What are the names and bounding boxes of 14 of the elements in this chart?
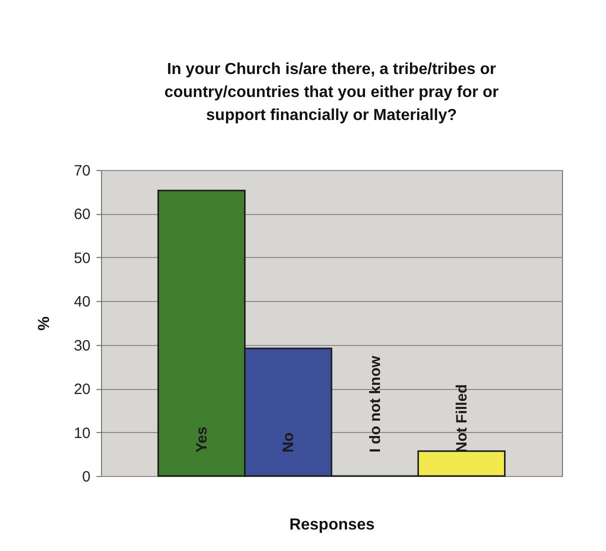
x-tick-label: No — [280, 432, 298, 452]
y-axis-title: % — [36, 316, 53, 331]
x-axis-title: Responses — [289, 516, 375, 534]
y-tick-label: 30 — [74, 337, 90, 354]
y-tick-label: 60 — [74, 206, 90, 224]
y-tick-label: 0 — [82, 468, 90, 486]
y-tick-label: 50 — [74, 250, 90, 267]
y-tick-label: 20 — [74, 381, 90, 398]
y-tick-label: 40 — [74, 294, 90, 311]
y-tick-label: 10 — [74, 424, 90, 442]
y-tick-label: 70 — [74, 162, 90, 180]
x-tick-label: I do not know — [366, 356, 384, 452]
chart-title: In your Church is/are there, a tribe/tribes or country/countries that you either pray for or support financially or Materially? — [164, 61, 499, 124]
x-tick-label: Yes — [194, 426, 211, 452]
